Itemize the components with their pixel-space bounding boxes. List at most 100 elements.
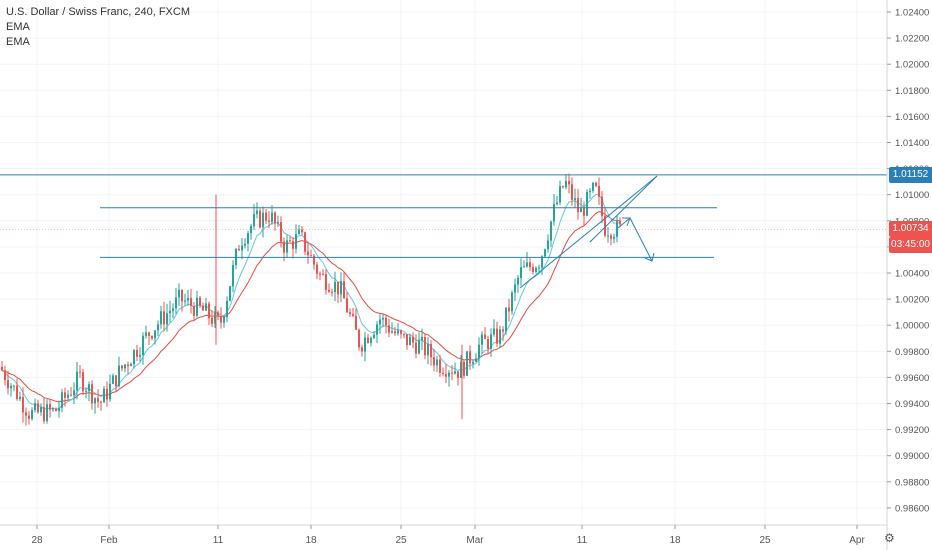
candle-body — [583, 208, 585, 216]
candle-body — [229, 286, 231, 301]
candle-body — [517, 277, 519, 285]
candle-body — [607, 235, 609, 237]
price-tick-label: 0.99800 — [895, 347, 929, 358]
candle-body — [430, 344, 432, 358]
candle-body — [313, 255, 315, 265]
candle-body — [127, 364, 129, 367]
candle-body — [217, 312, 219, 317]
indicator-ema-slow[interactable]: EMA — [6, 36, 30, 48]
candle-body — [445, 373, 447, 377]
drawing-tools[interactable] — [0, 174, 887, 289]
candle-body — [463, 361, 465, 376]
price-tick-label: 1.01600 — [895, 112, 929, 123]
candle-body — [46, 404, 48, 422]
candle-body — [241, 245, 243, 251]
candle-body — [406, 334, 408, 346]
candle-body — [61, 392, 63, 408]
candle-body — [106, 388, 108, 400]
candle-body — [451, 372, 453, 374]
candle-body — [418, 340, 420, 354]
candle-body — [199, 297, 201, 306]
candle-body — [37, 403, 39, 413]
candle-body — [514, 284, 516, 293]
candle-body — [145, 332, 147, 336]
candle-body — [154, 330, 156, 339]
candle-body — [454, 371, 456, 374]
candle-body — [337, 281, 339, 295]
candle-body — [142, 335, 144, 356]
time-tick-label: 28 — [31, 535, 43, 546]
candle-body — [169, 310, 171, 314]
candle-body — [52, 408, 54, 410]
candle-body — [130, 364, 132, 367]
candle-body — [574, 198, 576, 200]
candle-body — [274, 212, 276, 224]
candle-body — [598, 185, 600, 197]
candle-body — [394, 331, 396, 334]
candle-body — [277, 222, 279, 224]
trendline-lower — [519, 175, 658, 289]
candle-body — [355, 315, 357, 330]
candle-body — [112, 375, 114, 384]
candle-body — [58, 407, 60, 412]
candle-body — [568, 180, 570, 185]
price-tick-label: 0.99000 — [895, 451, 929, 462]
candle-body — [469, 351, 471, 364]
candle-body — [148, 332, 150, 336]
price-tick-label: 1.01400 — [895, 138, 929, 149]
candle-body — [109, 383, 111, 400]
candle-body — [460, 361, 462, 378]
candle-body — [604, 216, 606, 236]
candle-body — [415, 342, 417, 354]
candle-body — [295, 233, 297, 249]
gear-icon[interactable]: ⚙ — [884, 531, 895, 545]
candle-body — [181, 289, 183, 302]
candle-body — [562, 186, 564, 188]
candle-body — [391, 331, 393, 333]
candle-body — [331, 291, 333, 293]
candle-body — [160, 311, 162, 325]
candle-body — [91, 384, 93, 404]
candle-body — [208, 303, 210, 318]
candle-body — [442, 372, 444, 374]
candle-body — [379, 319, 381, 325]
candle-body — [586, 191, 588, 216]
candle-body — [520, 267, 522, 278]
time-tick-label: Mar — [466, 535, 484, 546]
price-tick-label: 1.02000 — [895, 60, 929, 71]
candle-body — [529, 262, 531, 268]
candle-body — [352, 313, 354, 316]
candle-body — [124, 364, 126, 369]
candle-body — [136, 350, 138, 357]
price-tick-label: 0.98600 — [895, 503, 929, 514]
candle-body — [7, 380, 9, 389]
candle-body — [211, 317, 213, 324]
candle-body — [376, 324, 378, 335]
candle-body — [346, 298, 348, 313]
candle-body — [43, 407, 45, 422]
candle-body — [316, 264, 318, 274]
candle-body — [472, 361, 474, 364]
candle-body — [247, 233, 249, 244]
time-tick-label: 18 — [669, 535, 681, 546]
candle-body — [388, 325, 390, 333]
candle-body — [319, 273, 321, 275]
candle-body — [190, 298, 192, 307]
candle-body — [436, 359, 438, 366]
candle-body — [25, 412, 27, 416]
candle-body — [466, 351, 468, 376]
candle-body — [163, 311, 165, 325]
time-tick-label: 11 — [577, 535, 588, 546]
candle-body — [616, 221, 618, 237]
candle-body — [202, 305, 204, 311]
candle-body — [577, 198, 579, 213]
candle-body — [508, 307, 510, 312]
candle-body — [49, 404, 51, 410]
indicator-ema-fast[interactable]: EMA — [6, 21, 30, 33]
candle-body — [544, 249, 546, 257]
candle-body — [499, 329, 501, 344]
candle-body — [280, 222, 282, 242]
candle-body — [55, 408, 57, 412]
candle-body — [412, 336, 414, 343]
